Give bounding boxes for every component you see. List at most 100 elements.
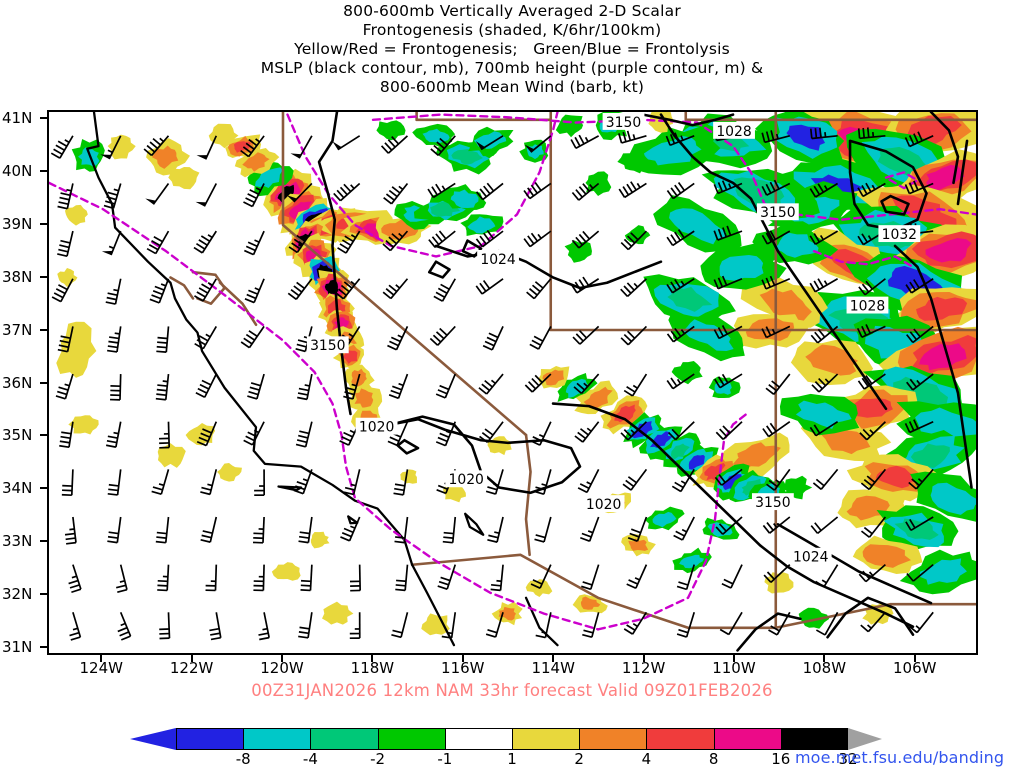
wind-barb	[435, 421, 457, 447]
wind-barb	[904, 419, 934, 434]
lon-tickmark	[732, 655, 735, 662]
wind-barb	[149, 278, 170, 304]
wind-barb	[860, 516, 887, 538]
forecast-caption: 00Z31JAN2026 12km NAM 33hr forecast Vali…	[251, 681, 773, 700]
wind-barb	[244, 278, 265, 304]
contour-label: 3150	[310, 338, 345, 354]
wind-barb	[485, 469, 504, 495]
wind-barb	[200, 516, 218, 543]
wind-barb	[475, 182, 504, 201]
lat-tick-34N: 34N	[2, 479, 33, 498]
lon-tickmark	[913, 655, 916, 662]
wind-barb	[581, 564, 600, 591]
colorbar-cell-1	[243, 728, 311, 750]
frontogenesis-shading	[56, 112, 976, 636]
colorbar-tick--8: -8	[235, 750, 251, 768]
colorbar-cell-2	[310, 728, 378, 750]
lon-tickmark	[642, 655, 645, 662]
colorbar-tick-4: 4	[641, 750, 652, 768]
wind-barb	[713, 225, 743, 241]
colorbar-cell-8	[713, 728, 781, 750]
weather-map-plot[interactable]: 3150 1028 3150 1032 1024 1028 3150 1020 1020 1020…	[47, 110, 978, 655]
wind-barb	[526, 278, 552, 300]
wind-barb	[906, 373, 934, 391]
contour-label: 1028	[716, 124, 751, 140]
wind-barb	[290, 135, 313, 159]
lat-tick-35N: 35N	[2, 426, 33, 445]
lat-tick-39N: 39N	[2, 214, 33, 233]
wind-barb	[856, 324, 886, 339]
wind-barb	[435, 373, 457, 399]
wind-barb	[815, 611, 839, 636]
wind-barb	[429, 325, 456, 346]
wind-barb	[155, 373, 170, 401]
wind-barb	[529, 326, 552, 350]
title-line-2: Frontogenesis (shaded, K/6hr/100km)	[362, 21, 662, 39]
lat-tickmark	[40, 116, 47, 119]
wind-barb	[55, 373, 74, 400]
contour-label: 1020	[359, 420, 394, 436]
wind-barb	[673, 516, 695, 541]
wind-barb	[103, 183, 122, 210]
lat-tickmark	[40, 487, 47, 490]
colorbar-tick-16: 16	[771, 750, 791, 768]
wind-barb	[618, 130, 647, 144]
lon-tick-114W: 114W	[531, 659, 575, 677]
contour-label: 3150	[760, 205, 795, 221]
wind-barb	[430, 135, 456, 157]
wind-barb	[388, 373, 409, 400]
wind-barb	[293, 469, 313, 495]
wind-barb	[524, 373, 552, 393]
lon-tickmark	[461, 655, 464, 662]
wind-barb	[809, 421, 839, 437]
lon-tickmark	[823, 655, 826, 662]
wind-barb	[380, 135, 409, 154]
wind-barb	[571, 182, 600, 201]
wind-barb	[574, 421, 600, 443]
wind-barb	[391, 612, 409, 639]
wind-barb	[107, 516, 122, 544]
wind-barb	[146, 230, 170, 255]
lat-tick-38N: 38N	[2, 267, 33, 286]
wind-barb	[715, 516, 743, 535]
wind-barb	[768, 611, 791, 636]
wind-barb	[666, 278, 695, 294]
colorbar-strip[interactable]: -8 -4 -2 -1 1 2 4 8 16 32	[130, 728, 882, 768]
wind-barb	[812, 468, 839, 490]
wind-barb	[618, 181, 647, 199]
wind-barb	[61, 469, 74, 497]
contour-label: 1032	[882, 227, 917, 243]
wind-barb	[668, 421, 695, 441]
lat-tickmark	[40, 275, 47, 278]
colorbar-cell-0	[176, 728, 244, 750]
wind-barb	[620, 230, 648, 251]
lon-tickmark	[190, 655, 193, 662]
wind-barb	[287, 278, 313, 300]
colorbar-tick-2: 2	[574, 750, 584, 768]
lat-tick-33N: 33N	[2, 532, 33, 551]
wind-barb	[860, 611, 887, 633]
wind-barb	[194, 278, 218, 302]
lon-tick-112W: 112W	[621, 659, 666, 677]
colorbar-cell-6	[579, 728, 647, 750]
wind-barb	[572, 325, 600, 345]
lat-tickmark	[40, 222, 47, 225]
wind-barb	[570, 134, 600, 149]
wind-barb	[195, 183, 218, 207]
wind-barb	[343, 373, 361, 400]
height-contours-700mb	[49, 112, 976, 631]
colorbar-tick--4: -4	[302, 750, 318, 768]
wind-barb	[857, 127, 886, 140]
wind-barb	[64, 516, 77, 545]
wind-barb	[209, 612, 222, 641]
wind-barb	[713, 180, 743, 195]
wind-barb	[107, 326, 122, 353]
wind-barb	[573, 373, 600, 395]
lat-tick-31N: 31N	[2, 638, 33, 657]
wind-barb	[530, 421, 552, 446]
title-line-4: MSLP (black contour, mb), 700mb height (…	[260, 59, 764, 77]
wind-barb	[530, 564, 552, 589]
wind-barb	[906, 325, 934, 344]
contour-label: 3150	[606, 115, 641, 131]
colorbar-under-arrow	[130, 728, 176, 750]
